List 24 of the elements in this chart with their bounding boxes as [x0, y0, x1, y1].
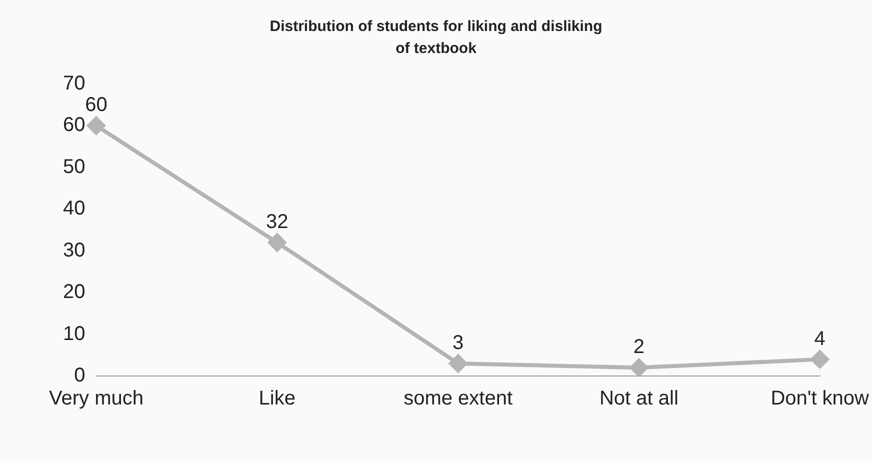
point — [630, 358, 648, 376]
y-tick-label: 0 — [74, 364, 86, 387]
x-tick-label: Not at all — [599, 388, 678, 410]
y-tick-label: 60 — [62, 114, 86, 136]
point — [87, 116, 106, 135]
point — [449, 354, 468, 372]
y-tick-label: 10 — [62, 322, 86, 345]
x-tick-label: some extent — [404, 388, 513, 410]
y-tick-label: 20 — [62, 281, 86, 304]
y-tick-label: 40 — [62, 198, 86, 220]
data-label: 4 — [814, 328, 826, 350]
data-label: 32 — [266, 211, 288, 234]
data-label: 3 — [452, 332, 464, 354]
chart-title: Distribution of students for liking and disliking of textbook — [268, 17, 604, 59]
y-tick-label: 70 — [62, 72, 86, 95]
point — [268, 234, 286, 252]
y-tick-label: 50 — [62, 156, 86, 178]
data-label: 60 — [85, 94, 108, 116]
y-tick-label: 30 — [62, 239, 86, 262]
x-tick-label: Like — [258, 388, 296, 410]
x-tick-label: Very much — [49, 388, 144, 410]
data-label: 2 — [633, 336, 645, 358]
x-tick-label: Don't know — [770, 388, 870, 410]
point — [810, 350, 829, 368]
